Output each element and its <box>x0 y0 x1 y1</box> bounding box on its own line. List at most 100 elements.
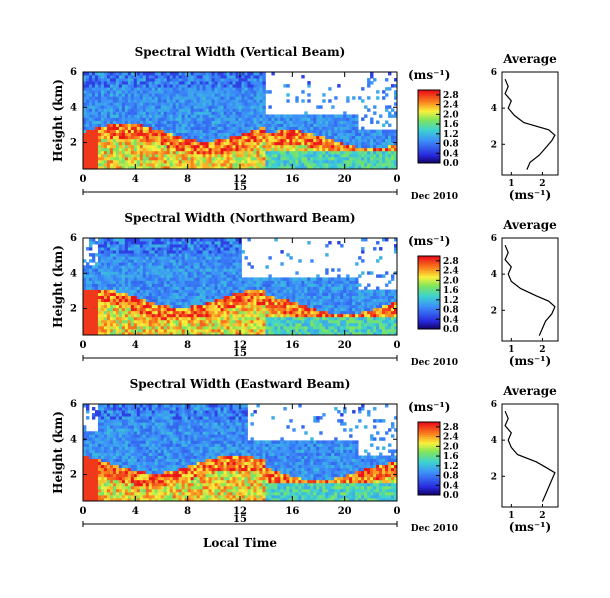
heatmap-cell <box>208 277 212 281</box>
heatmap-cell <box>94 322 99 327</box>
heatmap-cell <box>148 268 153 272</box>
heatmap-cell <box>250 75 254 79</box>
heatmap-cell <box>178 301 183 306</box>
heatmap-cell <box>83 319 87 324</box>
heatmap-cell <box>181 129 186 134</box>
heatmap-cell <box>145 331 150 336</box>
heatmap-cell <box>220 111 224 115</box>
heatmap-cell <box>178 322 183 327</box>
heatmap-cell <box>235 117 239 121</box>
heatmap-cell <box>340 123 344 127</box>
heatmap-cell <box>169 262 174 266</box>
heatmap-cell <box>196 298 201 303</box>
heatmap-cell <box>241 325 245 330</box>
heatmap-cell <box>301 156 305 161</box>
heatmap-cell <box>211 244 215 248</box>
heatmap-cell <box>238 150 242 155</box>
heatmap-cell <box>184 165 189 170</box>
heatmap-cell <box>208 138 212 143</box>
heatmap-cell <box>133 126 138 130</box>
heatmap-cell <box>115 87 120 91</box>
heatmap-cell <box>106 262 111 266</box>
heatmap-cell <box>184 75 189 79</box>
heatmap-cell <box>109 114 114 118</box>
heatmap-cell <box>268 274 272 278</box>
heatmap-cell <box>154 325 159 330</box>
heatmap-cell <box>83 141 87 146</box>
heatmap-cell <box>187 241 192 245</box>
heatmap-cell <box>103 256 108 260</box>
heatmap-cell <box>199 153 204 158</box>
heatmap-cell <box>241 286 245 290</box>
heatmap-cell <box>226 268 230 272</box>
heatmap-cell <box>304 286 308 290</box>
heatmap-cell <box>130 84 135 88</box>
heatmap-cell <box>112 90 117 94</box>
heatmap-cell <box>133 295 138 300</box>
heatmap-cell <box>211 126 215 130</box>
heatmap-cell <box>310 144 314 149</box>
heatmap-cell <box>265 298 269 303</box>
heatmap-cell <box>208 322 212 327</box>
heatmap-cell <box>91 150 96 155</box>
heatmap-cell <box>166 241 171 245</box>
heatmap-cell <box>337 165 341 170</box>
heatmap-cell <box>193 108 198 112</box>
heatmap-cell <box>232 81 236 85</box>
heatmap-cell <box>337 162 341 167</box>
heatmap-cell <box>124 283 129 287</box>
heatmap-cell <box>118 322 123 327</box>
heatmap-cell <box>235 268 239 272</box>
heatmap-cell <box>226 75 230 79</box>
heatmap-cell <box>169 141 174 146</box>
heatmap-cell <box>205 328 209 333</box>
heatmap-cell <box>226 328 230 333</box>
heatmap-cell <box>226 322 230 327</box>
heatmap-cell <box>160 99 165 103</box>
heatmap-cell <box>109 316 114 321</box>
heatmap-cell <box>83 93 87 97</box>
heatmap-cell <box>262 78 266 82</box>
heatmap-cell <box>139 286 144 290</box>
heatmap-cell <box>202 331 207 336</box>
heatmap-cell <box>223 289 227 293</box>
heatmap-cell <box>184 247 189 251</box>
heatmap-cell <box>292 301 296 306</box>
colorbar-tick-label: 1.2 <box>443 130 459 140</box>
heatmap-cell <box>133 78 138 82</box>
heatmap-cell <box>154 156 159 161</box>
heatmap-cell <box>334 144 338 149</box>
heatmap-cell <box>172 256 177 260</box>
heatmap-cell <box>136 138 141 143</box>
heatmap-cell <box>139 114 144 118</box>
heatmap-cell <box>307 325 311 330</box>
heatmap-cell <box>124 331 129 336</box>
heatmap-cell <box>241 147 245 152</box>
heatmap-cell <box>148 325 153 330</box>
heatmap-cell <box>175 241 180 245</box>
heatmap-cell <box>301 322 305 327</box>
heatmap-cell <box>88 280 93 284</box>
heatmap-cell <box>169 268 174 272</box>
heatmap-cell <box>193 331 198 336</box>
heatmap-cell <box>190 244 195 248</box>
heatmap-cell <box>289 153 293 158</box>
heatmap-cell <box>106 90 111 94</box>
heatmap-cell <box>244 144 248 149</box>
heatmap-cell <box>157 75 162 79</box>
heatmap-cell <box>307 114 311 118</box>
heatmap-cell <box>85 126 90 130</box>
heatmap-cell <box>250 84 254 88</box>
heatmap-cell <box>124 162 129 167</box>
heatmap-cell <box>190 325 195 330</box>
heatmap-cell <box>166 72 171 76</box>
heatmap-cell <box>136 274 141 278</box>
heatmap-cell <box>85 274 90 278</box>
heatmap-cell <box>259 331 263 336</box>
heatmap-cell <box>121 301 126 306</box>
heatmap-cell <box>253 123 257 127</box>
heatmap-cell <box>157 304 162 309</box>
heatmap-cell <box>211 268 215 272</box>
heatmap-cell <box>295 298 299 303</box>
heatmap-cell <box>109 81 114 85</box>
